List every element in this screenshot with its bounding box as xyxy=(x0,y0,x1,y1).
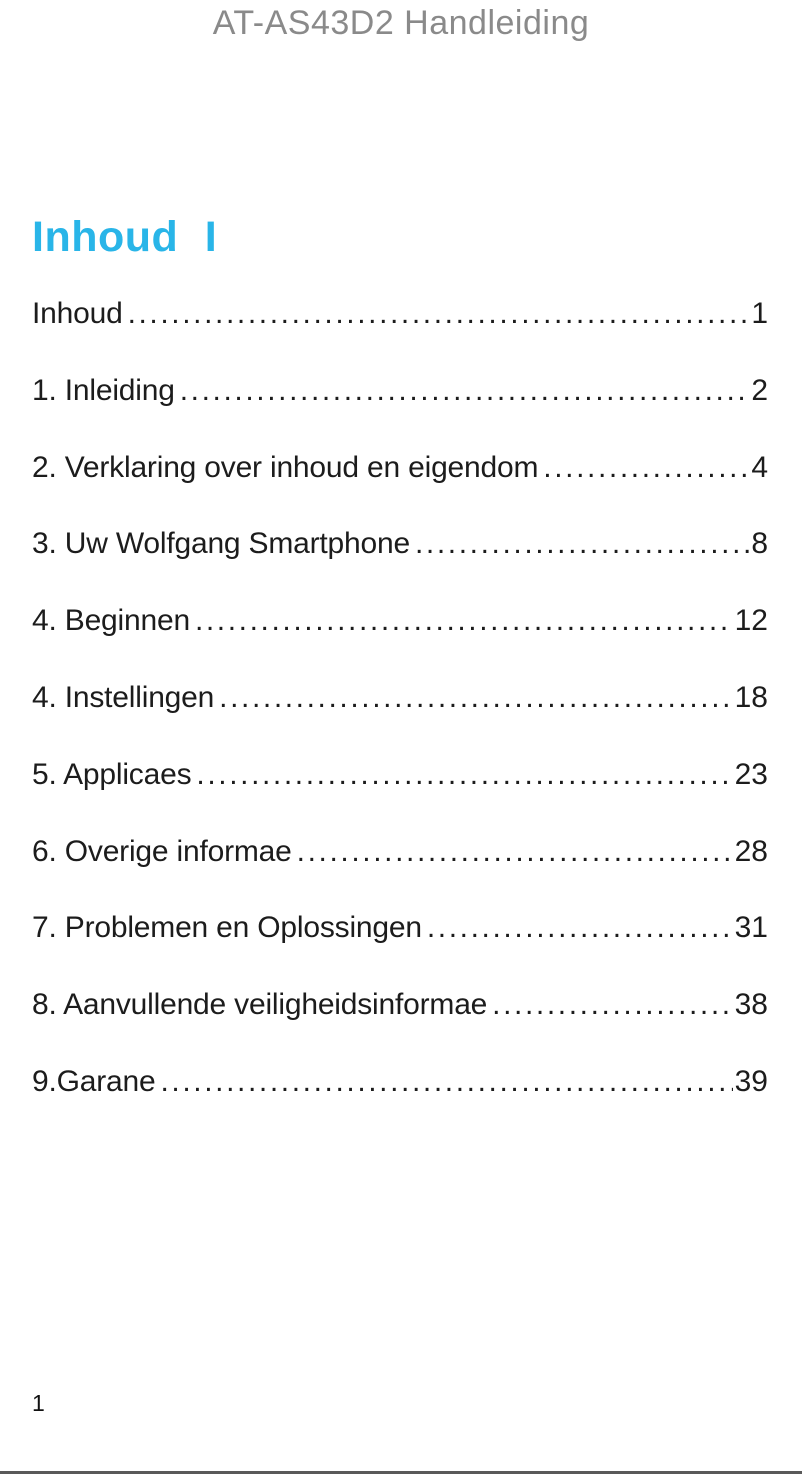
toc-entry[interactable]: 4. Beginnen 12 xyxy=(32,601,768,678)
toc-entry-page: 2 xyxy=(751,373,768,407)
document-title: AT-AS43D2 Handleiding xyxy=(212,4,590,42)
toc-entry-page: 4 xyxy=(751,450,768,484)
toc-entry-page: 1 xyxy=(751,297,768,330)
toc-leader-dots xyxy=(492,985,732,1025)
toc-entry-page: 23 xyxy=(734,757,768,791)
toc-entry-label: 4. Beginnen xyxy=(32,604,190,638)
toc-section-heading: Inhoud I xyxy=(32,213,218,261)
toc-leader-dots xyxy=(180,371,750,411)
toc-leader-dots xyxy=(195,601,733,641)
toc-entry[interactable]: 1. Inleiding 2 xyxy=(32,371,768,448)
toc-entry-page: 38 xyxy=(734,988,768,1022)
toc-entry-page: 28 xyxy=(734,834,768,868)
toc-entry-label: 9.Garane xyxy=(32,1064,156,1098)
toc-leader-dots xyxy=(196,755,732,795)
toc-entry-label: 8. Aanvullende veiligheidsinformae xyxy=(32,988,488,1022)
toc-entry-label: 4. Instellingen xyxy=(32,680,215,714)
toc-entry[interactable]: 6. Overige informae 28 xyxy=(32,832,768,909)
toc-entry-label: 3. Uw Wolfgang Smartphone xyxy=(32,527,410,561)
toc-entry-label: 1. Inleiding xyxy=(32,373,175,407)
toc-leader-dots xyxy=(219,678,732,718)
toc-entry[interactable]: 7. Problemen en Oplossingen 31 xyxy=(32,908,768,985)
page-number: 1 xyxy=(32,1390,45,1416)
toc-leader-dots xyxy=(415,524,749,564)
toc-entry-page: 12 xyxy=(734,604,768,638)
toc-entry[interactable]: 4. Instellingen 18 xyxy=(32,678,768,755)
toc-entry-label: Inhoud xyxy=(32,297,123,330)
toc-entry[interactable]: 5. Applicaes 23 xyxy=(32,755,768,832)
toc-entry[interactable]: 8. Aanvullende veiligheidsinformae 38 xyxy=(32,985,768,1062)
toc-entry[interactable]: Inhoud 1 xyxy=(32,294,768,371)
toc-leader-dots xyxy=(128,294,750,334)
toc-entry-page: 8 xyxy=(751,527,768,561)
toc-entry-label: 2. Verklaring over inhoud en eigendom xyxy=(32,450,539,484)
toc-leader-dots xyxy=(160,1062,732,1102)
toc-leader-dots xyxy=(543,448,749,488)
toc-entry[interactable]: 3. Uw Wolfgang Smartphone 8 xyxy=(32,524,768,601)
toc-entry-page: 31 xyxy=(734,911,768,945)
toc-entry[interactable]: 2. Verklaring over inhoud en eigendom 4 xyxy=(32,448,768,525)
toc-entry-label: 6. Overige informae xyxy=(32,834,292,868)
table-of-contents: Inhoud 1 1. Inleiding 2 2. Verklaring ov… xyxy=(32,294,768,1139)
toc-entry[interactable]: 9.Garane 39 xyxy=(32,1062,768,1139)
toc-entry-label: 7. Problemen en Oplossingen xyxy=(32,911,422,945)
toc-entry-label: 5. Applicaes xyxy=(32,757,192,791)
page-bottom-divider xyxy=(0,1471,802,1474)
toc-entry-page: 39 xyxy=(734,1064,768,1098)
toc-leader-dots xyxy=(427,908,733,948)
toc-entry-page: 18 xyxy=(734,680,768,714)
toc-leader-dots xyxy=(297,832,733,872)
